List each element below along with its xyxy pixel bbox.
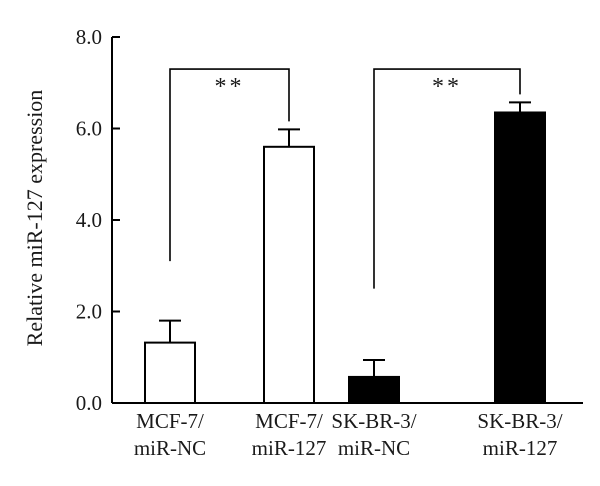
- x-tick-label: SK-BR-3/miR-NC: [331, 409, 416, 460]
- bar: [348, 375, 400, 404]
- y-axis-title: Relative miR-127 expression: [22, 90, 47, 347]
- significance-brackets: ** **: [169, 68, 521, 289]
- y-tick-label: 4.0: [76, 208, 102, 232]
- x-tick-label-line: MCF-7/: [255, 409, 323, 433]
- x-tick-label: SK-BR-3/miR-127: [477, 409, 562, 460]
- x-tick-label-line: miR-NC: [338, 436, 410, 460]
- bar: [263, 145, 315, 405]
- significance-bracket: [169, 68, 290, 262]
- significance-label: **: [215, 74, 245, 100]
- x-tick-labels: MCF-7/miR-NCMCF-7/miR-127SK-BR-3/miR-NCS…: [134, 409, 563, 460]
- x-tick-label-line: miR-NC: [134, 436, 206, 460]
- x-tick-label-line: miR-127: [252, 436, 327, 460]
- significance-label: **: [432, 74, 462, 100]
- x-tick-label: MCF-7/miR-NC: [134, 409, 206, 460]
- significance-bracket: [373, 68, 521, 289]
- x-tick-label-line: SK-BR-3/: [477, 409, 562, 433]
- y-tick-label: 6.0: [76, 117, 102, 141]
- x-tick-label-line: miR-127: [483, 436, 558, 460]
- y-tick-label: 0.0: [76, 391, 102, 415]
- bars: [144, 101, 546, 405]
- y-tick-label: 2.0: [76, 300, 102, 324]
- x-tick-label-line: SK-BR-3/: [331, 409, 416, 433]
- bar: [494, 111, 546, 405]
- bar: [144, 341, 196, 404]
- y-tick-label: 8.0: [76, 25, 102, 49]
- x-tick-label: MCF-7/miR-127: [252, 409, 327, 460]
- x-tick-label-line: MCF-7/: [136, 409, 204, 433]
